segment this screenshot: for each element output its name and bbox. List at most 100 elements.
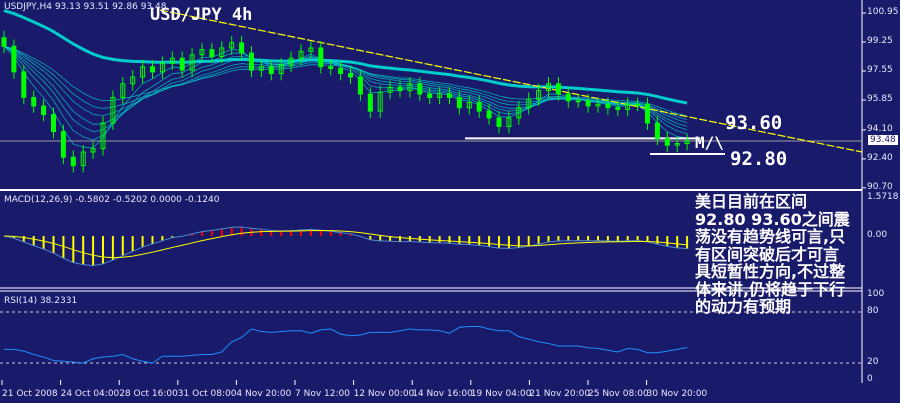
candle-body — [654, 122, 660, 139]
note-line: 具短暂性方向,不过整 — [695, 262, 846, 281]
candle-body — [565, 93, 571, 102]
candle-body — [328, 66, 334, 69]
note-line: 体来讲,仍将趋于下行 — [695, 279, 846, 299]
candle-body — [546, 83, 551, 92]
rsi-axis-label: 100 — [867, 289, 885, 299]
macd-axis-label: 0.00 — [867, 230, 888, 240]
macd-signal-line — [3, 230, 688, 259]
note-line: 荡没有趋势线可言,只 — [695, 227, 846, 246]
candle-body — [189, 54, 195, 71]
time-tick-label: 19 Nov 04:00 — [470, 389, 532, 399]
candle-body — [456, 96, 462, 109]
candle-body — [486, 110, 492, 119]
long-moving-average-line — [3, 9, 688, 105]
analysis-note: 美日目前在区间 92.80 93.60之间震 荡没有趋势线可言,只 有区间突破后… — [695, 193, 900, 316]
macd-line — [3, 226, 688, 267]
candle-body — [179, 57, 185, 71]
candle-body — [447, 93, 452, 98]
time-tick-label: 21 Nov 20:00 — [529, 389, 591, 399]
candle-body — [367, 93, 373, 112]
candle-body — [229, 42, 235, 49]
candle-body — [209, 49, 215, 58]
candle-body — [31, 96, 37, 107]
candle-body — [466, 102, 472, 109]
price-tick-label: 94.10 — [867, 123, 893, 134]
candle-body — [150, 66, 155, 73]
candle-body — [288, 57, 294, 66]
candle-body — [674, 143, 680, 146]
candle-body — [140, 66, 146, 78]
candle-body — [377, 91, 383, 112]
candle-body — [526, 98, 532, 109]
candle-body — [645, 103, 650, 124]
candle-body — [397, 86, 403, 92]
candle-body — [70, 156, 76, 167]
resistance-label: 93.60 — [725, 112, 783, 134]
candle-body — [585, 100, 591, 107]
candle-body — [536, 90, 542, 100]
candle-body — [427, 93, 433, 98]
macd-axis-label: 1.5718 — [867, 192, 899, 202]
time-tick-label: 31 Oct 08:00 — [177, 389, 237, 399]
trendline — [159, 9, 863, 153]
candle-body — [496, 117, 502, 127]
rsi-line — [4, 325, 688, 364]
candle-body — [476, 102, 482, 112]
moving-average-line — [3, 45, 688, 120]
candle-body — [159, 62, 165, 73]
rsi-title: RSI(14) 38.2331 — [4, 296, 78, 306]
candle-body — [635, 103, 641, 106]
candle-body — [417, 83, 423, 95]
rsi-axis-label: 0 — [867, 374, 873, 384]
candle-body — [41, 105, 47, 116]
candle-body — [318, 47, 324, 68]
price-tick-label: 99.25 — [867, 36, 893, 46]
candle-body — [506, 117, 512, 127]
candle-body — [437, 93, 443, 98]
time-tick-label: 25 Nov 08:00 — [588, 389, 649, 399]
candle-body — [1, 37, 7, 47]
time-tick-label: 14 Nov 16:00 — [412, 389, 473, 399]
rsi-axis-label: 20 — [867, 357, 879, 367]
candle-body — [120, 83, 126, 98]
note-line: 92.80 93.60之间震 — [695, 209, 850, 229]
price-tick-label: 90.70 — [867, 181, 893, 192]
candle-body — [516, 107, 522, 119]
candle-body — [90, 148, 96, 153]
candle-body — [407, 83, 413, 92]
candle-body — [169, 57, 175, 64]
candle-body — [80, 151, 86, 167]
time-tick-label: 21 Oct 2008 — [2, 389, 58, 399]
moving-average-line — [3, 45, 688, 149]
candle-body — [110, 96, 116, 124]
rsi-axis-label: 80 — [867, 306, 879, 316]
candle-body — [684, 139, 690, 145]
candle-body — [268, 66, 274, 75]
candle-body — [625, 103, 631, 110]
note-line: 美日目前在区间 — [695, 192, 808, 211]
chart-title: USD/JPY 4h — [150, 5, 253, 25]
symbol-info: USDJPY,H4 93.13 93.51 92.86 93.48 — [4, 2, 167, 12]
candle-body — [219, 47, 225, 58]
candle-body — [387, 86, 393, 93]
time-tick-label: 12 Nov 00:00 — [353, 389, 415, 399]
note-line: 的动力有预期 — [695, 297, 792, 316]
macd-title: MACD(12,26,9) -0.5802 -0.5202 0.0000 -0.… — [4, 195, 220, 205]
moving-average-line — [3, 45, 688, 117]
pattern-label: M/\ — [695, 133, 724, 152]
price-tick-label: 97.55 — [867, 65, 893, 75]
candle-body — [308, 47, 314, 52]
candle-body — [100, 122, 106, 150]
time-tick-label: 7 Nov 12:00 — [295, 389, 350, 399]
candle-body — [11, 45, 17, 73]
candle-body — [130, 76, 136, 85]
time-tick-label: 30 Nov 20:00 — [646, 389, 708, 399]
candle-body — [51, 114, 56, 133]
price-tick-label: 100.95 — [867, 7, 899, 17]
candle-body — [348, 73, 353, 78]
candle-body — [21, 71, 27, 98]
time-tick-label: 4 Nov 20:00 — [236, 389, 292, 399]
candle-body — [60, 131, 66, 158]
